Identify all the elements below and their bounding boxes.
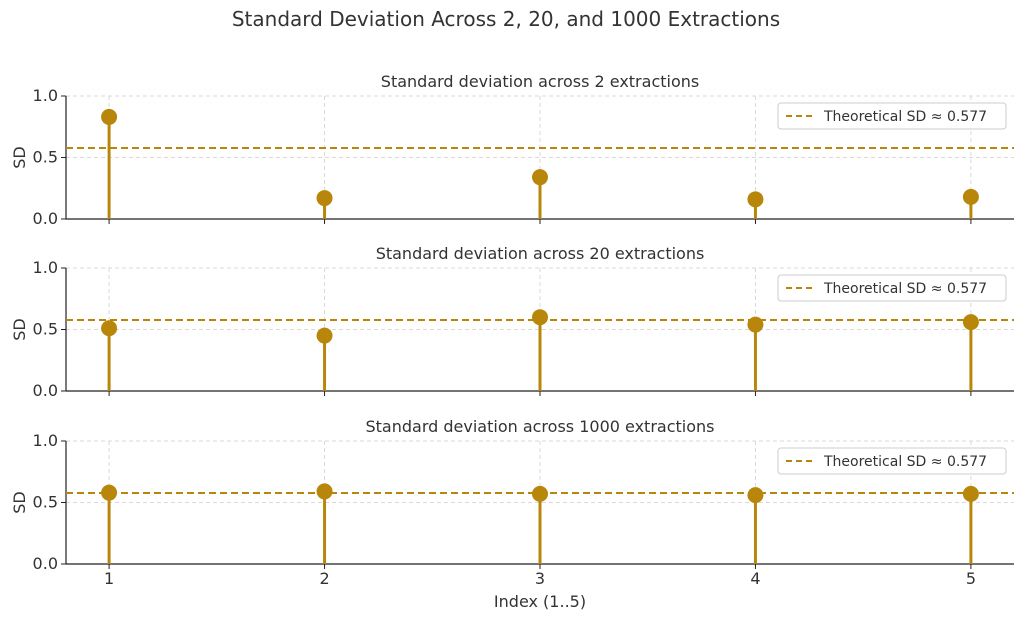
subplot-title: Standard deviation across 20 extractions bbox=[376, 244, 705, 263]
data-point bbox=[747, 191, 764, 208]
x-axis-label: Index (1..5) bbox=[494, 592, 586, 611]
data-point bbox=[316, 327, 333, 344]
figure-title: Standard Deviation Across 2, 20, and 100… bbox=[232, 7, 780, 31]
y-axis-label: SD bbox=[10, 146, 29, 168]
subplot-title: Standard deviation across 2 extractions bbox=[381, 72, 699, 91]
x-tick-label: 2 bbox=[319, 569, 329, 588]
data-point bbox=[101, 320, 118, 337]
legend-label: Theoretical SD ≈ 0.577 bbox=[823, 454, 987, 470]
data-point bbox=[101, 484, 118, 501]
data-point bbox=[962, 188, 979, 205]
subplot-3: Standard deviation across 1000 extractio… bbox=[10, 417, 1014, 588]
legend-label: Theoretical SD ≈ 0.577 bbox=[823, 281, 987, 297]
y-tick-label: 1.0 bbox=[33, 258, 58, 277]
x-tick-label: 3 bbox=[535, 569, 545, 588]
legend: Theoretical SD ≈ 0.577 bbox=[777, 274, 1007, 302]
y-tick-label: 0.5 bbox=[33, 148, 58, 167]
y-tick-label: 0.5 bbox=[33, 320, 58, 339]
subplots: Standard deviation across 2 extractions 0… bbox=[10, 72, 1014, 588]
x-tick-label: 4 bbox=[750, 569, 760, 588]
data-point bbox=[747, 316, 764, 333]
legend: Theoretical SD ≈ 0.577 bbox=[777, 102, 1007, 130]
y-tick-label: 0.0 bbox=[33, 554, 58, 573]
subplot-2: Standard deviation across 20 extractions… bbox=[10, 244, 1014, 400]
legend-box bbox=[777, 102, 1007, 130]
y-tick-label: 0.0 bbox=[33, 381, 58, 400]
y-tick-label: 0.5 bbox=[33, 493, 58, 512]
data-point bbox=[962, 314, 979, 331]
data-point bbox=[747, 487, 764, 504]
data-point bbox=[316, 483, 333, 500]
y-tick-label: 0.0 bbox=[33, 209, 58, 228]
x-tick-label: 5 bbox=[966, 569, 976, 588]
x-tick-label: 1 bbox=[104, 569, 114, 588]
y-tick-label: 1.0 bbox=[33, 86, 58, 105]
data-point bbox=[316, 190, 333, 207]
legend-box bbox=[777, 274, 1007, 302]
y-axis-label: SD bbox=[10, 318, 29, 340]
data-point bbox=[532, 485, 548, 502]
data-point bbox=[532, 309, 548, 326]
legend-box bbox=[777, 447, 1007, 475]
data-point bbox=[962, 485, 979, 502]
legend-label: Theoretical SD ≈ 0.577 bbox=[823, 109, 987, 125]
y-tick-label: 1.0 bbox=[33, 431, 58, 450]
y-axis-label: SD bbox=[10, 491, 29, 513]
subplot-1: Standard deviation across 2 extractions 0… bbox=[10, 72, 1014, 228]
subplot-title: Standard deviation across 1000 extractio… bbox=[366, 417, 715, 436]
data-point bbox=[101, 108, 118, 125]
data-point bbox=[532, 169, 548, 186]
legend: Theoretical SD ≈ 0.577 bbox=[777, 447, 1007, 475]
